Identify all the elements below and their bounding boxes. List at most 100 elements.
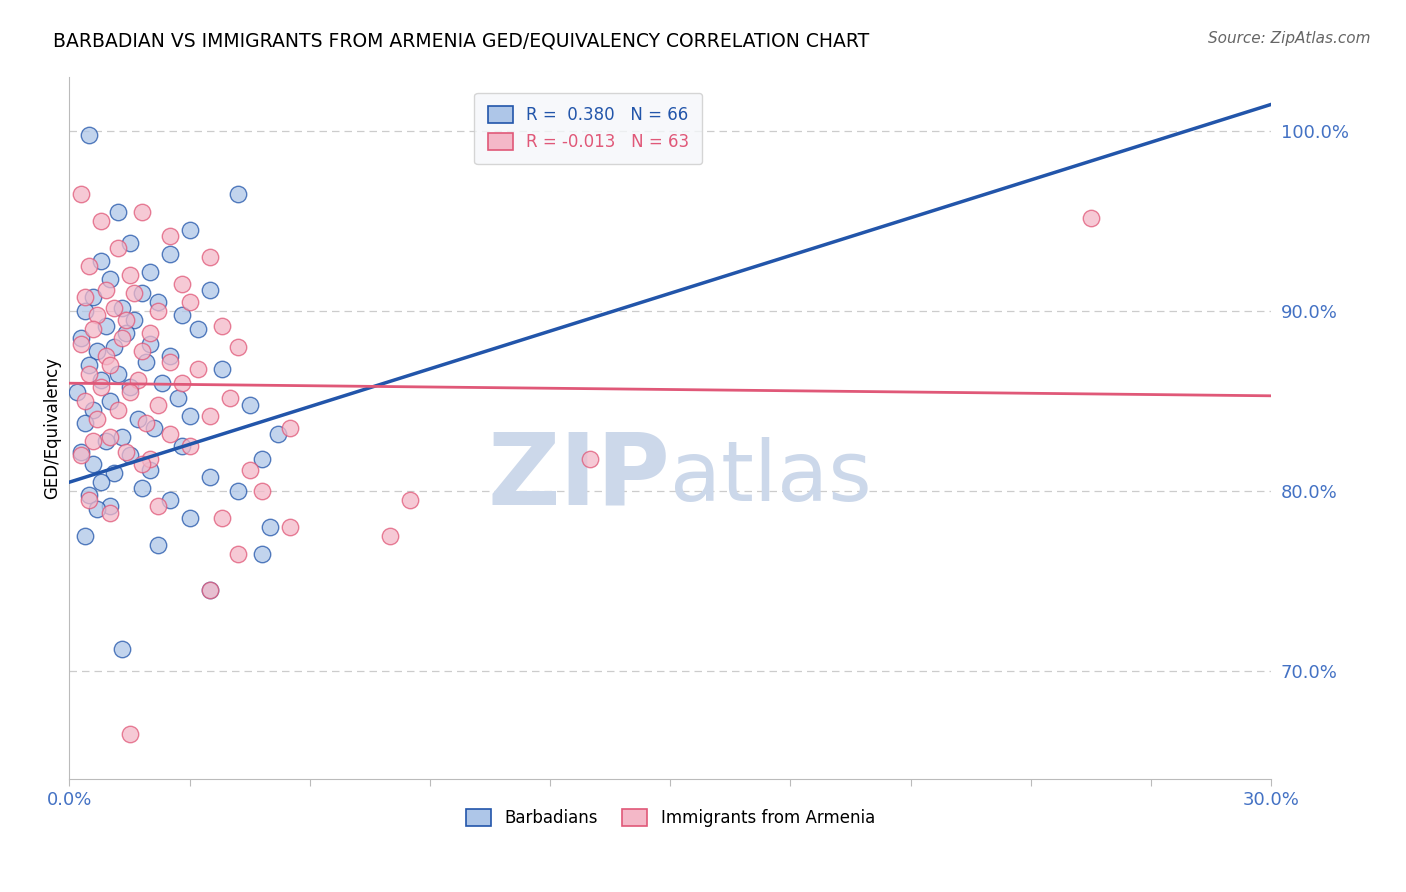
Point (159, 426, 181, 441)
Legend: Barbadians, Immigrants from Armenia: Barbadians, Immigrants from Armenia (458, 802, 882, 834)
Point (259, 520, 281, 534)
Point (211, 511, 233, 525)
Point (166, 391, 188, 405)
Point (94, 318, 117, 333)
Point (75, 416, 97, 430)
Point (82, 457, 104, 471)
Point (399, 493, 422, 508)
Point (107, 241, 129, 255)
Point (86, 308, 108, 322)
Point (70, 448, 93, 462)
Point (138, 326, 160, 340)
Point (179, 511, 201, 525)
Text: Source: ZipAtlas.com: Source: ZipAtlas.com (1208, 31, 1371, 46)
Text: atlas: atlas (671, 437, 872, 517)
Point (146, 295, 169, 310)
Point (146, 499, 169, 513)
Point (159, 493, 181, 508)
Point (82, 434, 104, 448)
Point (94, 283, 117, 297)
Point (75, 529, 97, 543)
Point (198, 583, 221, 598)
Point (107, 403, 129, 417)
Point (118, 727, 141, 741)
Point (142, 421, 165, 435)
Text: BARBADIAN VS IMMIGRANTS FROM ARMENIA GED/EQUIVALENCY CORRELATION CHART: BARBADIAN VS IMMIGRANTS FROM ARMENIA GED… (53, 31, 870, 50)
Point (75, 290, 97, 304)
Point (187, 322, 209, 336)
Point (131, 286, 153, 301)
Point (94, 349, 117, 363)
Point (98, 506, 121, 520)
Point (138, 462, 160, 476)
Point (98, 499, 121, 513)
Point (94, 434, 117, 448)
Point (187, 361, 209, 376)
Point (146, 398, 169, 412)
Point (159, 354, 181, 368)
Point (86, 502, 108, 516)
Point (138, 336, 160, 351)
Point (82, 403, 104, 417)
Text: ZIP: ZIP (488, 429, 671, 525)
Point (103, 301, 125, 315)
Point (107, 368, 129, 382)
Point (170, 308, 193, 322)
Point (127, 412, 149, 426)
Point (226, 547, 249, 561)
Point (1080, 211, 1102, 225)
Point (86, 412, 108, 426)
Point (79, 358, 101, 372)
Point (131, 457, 153, 471)
Point (90, 253, 112, 268)
Point (110, 331, 132, 345)
Point (118, 385, 141, 400)
Point (211, 318, 233, 333)
Point (79, 488, 101, 502)
Point (127, 373, 149, 387)
Point (131, 481, 153, 495)
Point (226, 484, 249, 499)
Point (70, 331, 93, 345)
Point (138, 451, 160, 466)
Point (110, 642, 132, 657)
Point (198, 583, 221, 598)
Y-axis label: GED/Equivalency: GED/Equivalency (44, 357, 60, 500)
Point (378, 529, 401, 543)
Point (170, 376, 193, 391)
Point (159, 246, 181, 260)
Point (179, 223, 201, 237)
Point (150, 376, 173, 391)
Point (122, 286, 145, 301)
Point (239, 462, 262, 476)
Point (98, 272, 121, 286)
Point (146, 304, 169, 318)
Point (170, 277, 193, 292)
Point (98, 358, 121, 372)
Point (79, 368, 101, 382)
Point (146, 538, 169, 552)
Point (75, 394, 97, 409)
Point (90, 214, 112, 228)
Point (114, 444, 136, 458)
Point (110, 430, 132, 444)
Point (114, 313, 136, 327)
Point (250, 451, 273, 466)
Point (211, 361, 233, 376)
Point (103, 340, 125, 354)
Point (90, 373, 112, 387)
Point (239, 398, 262, 412)
Point (179, 439, 201, 453)
Point (159, 349, 181, 363)
Point (82, 290, 104, 304)
Point (79, 128, 101, 142)
Point (131, 343, 153, 358)
Point (135, 416, 157, 430)
Point (579, 451, 602, 466)
Point (107, 205, 129, 219)
Point (218, 391, 240, 405)
Point (75, 304, 97, 318)
Point (198, 469, 221, 483)
Point (131, 205, 153, 219)
Point (86, 343, 108, 358)
